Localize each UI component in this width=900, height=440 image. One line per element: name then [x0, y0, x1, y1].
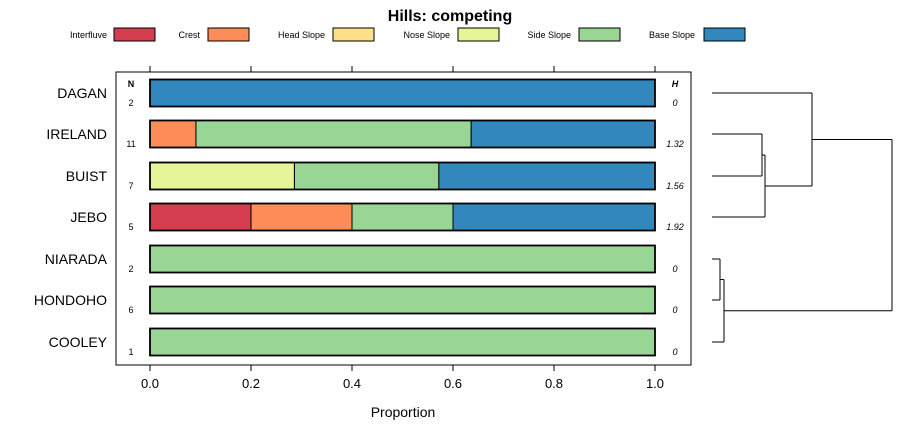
h-value: 0: [672, 347, 677, 357]
category-label: NIARADA: [45, 251, 108, 267]
h-value: 0: [672, 305, 677, 315]
dendrogram: [712, 92, 893, 343]
category-label: BUIST: [66, 168, 108, 184]
legend-swatch: [207, 27, 250, 42]
bar-segment: [149, 328, 656, 356]
bars: [149, 78, 656, 357]
legend-label: Base Slope: [649, 30, 695, 40]
bar-segment: [250, 203, 353, 231]
legend-swatch: [703, 27, 746, 42]
h-column-header: H: [672, 79, 679, 89]
n-value: 2: [128, 264, 133, 274]
bar-segment: [195, 120, 472, 148]
bar-outline: [149, 78, 656, 108]
legend-label: Nose Slope: [403, 30, 450, 40]
n-column-header: N: [128, 79, 135, 89]
category-label: IRELAND: [46, 126, 107, 142]
x-axis-label: Proportion: [371, 404, 436, 420]
n-value: 1: [128, 347, 133, 357]
legend-label: Head Slope: [278, 30, 325, 40]
legend: Interfluve Crest Head Slope Nose Slope Side …: [70, 27, 746, 42]
legend-label: Side Slope: [527, 30, 571, 40]
x-tick-label: 0.0: [141, 376, 159, 391]
h-value: 1.56: [666, 181, 684, 191]
bar-outline: [149, 119, 656, 149]
bar-segment: [149, 286, 656, 314]
x-tick-label: 0.6: [444, 376, 462, 391]
legend-swatch: [457, 27, 500, 42]
n-value: 6: [128, 305, 133, 315]
legend-label: Crest: [178, 30, 200, 40]
x-tick-label: 0.2: [242, 376, 260, 391]
n-value: 11: [126, 139, 135, 149]
bar-outline: [149, 202, 656, 232]
legend-swatch: [332, 27, 375, 42]
legend-swatch: [578, 27, 621, 42]
n-value: 5: [128, 222, 133, 232]
category-label: COOLEY: [49, 334, 108, 350]
bar-segment: [470, 120, 656, 148]
bar-segment: [351, 203, 454, 231]
bar-segment: [149, 162, 295, 190]
category-label: JEBO: [70, 209, 107, 225]
bar-segment: [149, 245, 656, 273]
bar-segment: [149, 120, 197, 148]
h-value: 1.92: [666, 222, 684, 232]
n-value: 7: [128, 181, 133, 191]
x-axis: 0.0 0.2 0.4 0.6 0.8 1.0: [141, 66, 664, 391]
x-tick-label: 1.0: [646, 376, 664, 391]
bar-outline: [149, 244, 656, 274]
bar-segment: [452, 203, 656, 231]
h-value: 0: [672, 264, 677, 274]
x-tick-label: 0.4: [343, 376, 361, 391]
plot-frame: [115, 71, 692, 366]
bar-segment: [438, 162, 656, 190]
bar-outline: [149, 327, 656, 357]
n-value: 2: [128, 98, 133, 108]
bar-segment: [293, 162, 440, 190]
chart-title: Hills: competing: [388, 8, 512, 25]
bar-outline: [149, 285, 656, 315]
h-value: 0: [672, 98, 677, 108]
bar-outline: [149, 161, 656, 191]
legend-label: Interfluve: [70, 30, 107, 40]
legend-swatch: [113, 27, 156, 42]
h-value: 1.32: [666, 139, 684, 149]
category-label: DAGAN: [57, 85, 107, 101]
bar-segment: [149, 203, 252, 231]
category-label: HONDOHO: [34, 292, 107, 308]
x-tick-label: 0.8: [545, 376, 563, 391]
bar-segment: [149, 79, 656, 107]
row-labels: DAGAN 2 0 IRELAND 11 1.32 BUIST 7 1.56 JEBO 5 1.92 N…: [34, 85, 684, 357]
